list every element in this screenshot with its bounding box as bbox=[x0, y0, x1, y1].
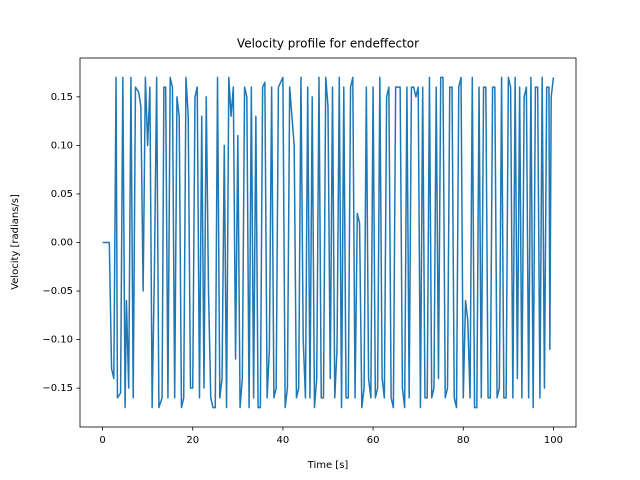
y-tick-label: −0.05 bbox=[42, 286, 73, 297]
y-tick-label: 0.15 bbox=[51, 92, 73, 103]
y-axis-label: Velocity [radians/s] bbox=[10, 194, 21, 290]
x-tick-label: 100 bbox=[544, 435, 563, 446]
y-tick-label: 0.05 bbox=[51, 189, 73, 200]
x-axis-label: Time [s] bbox=[307, 460, 349, 471]
y-tick-label: −0.10 bbox=[42, 335, 73, 346]
x-tick-label: 80 bbox=[457, 435, 470, 446]
x-tick-label: 0 bbox=[99, 435, 105, 446]
x-tick-label: 20 bbox=[186, 435, 199, 446]
data-line bbox=[102, 76, 555, 409]
y-tick-label: −0.15 bbox=[42, 383, 73, 394]
y-tick-label: 0.00 bbox=[51, 238, 73, 249]
chart-title: Velocity profile for endeffector bbox=[237, 37, 419, 51]
y-tick-label: 0.10 bbox=[51, 140, 73, 151]
x-tick-label: 40 bbox=[277, 435, 290, 446]
plot-frame bbox=[79, 57, 577, 428]
x-tick-label: 60 bbox=[367, 435, 380, 446]
